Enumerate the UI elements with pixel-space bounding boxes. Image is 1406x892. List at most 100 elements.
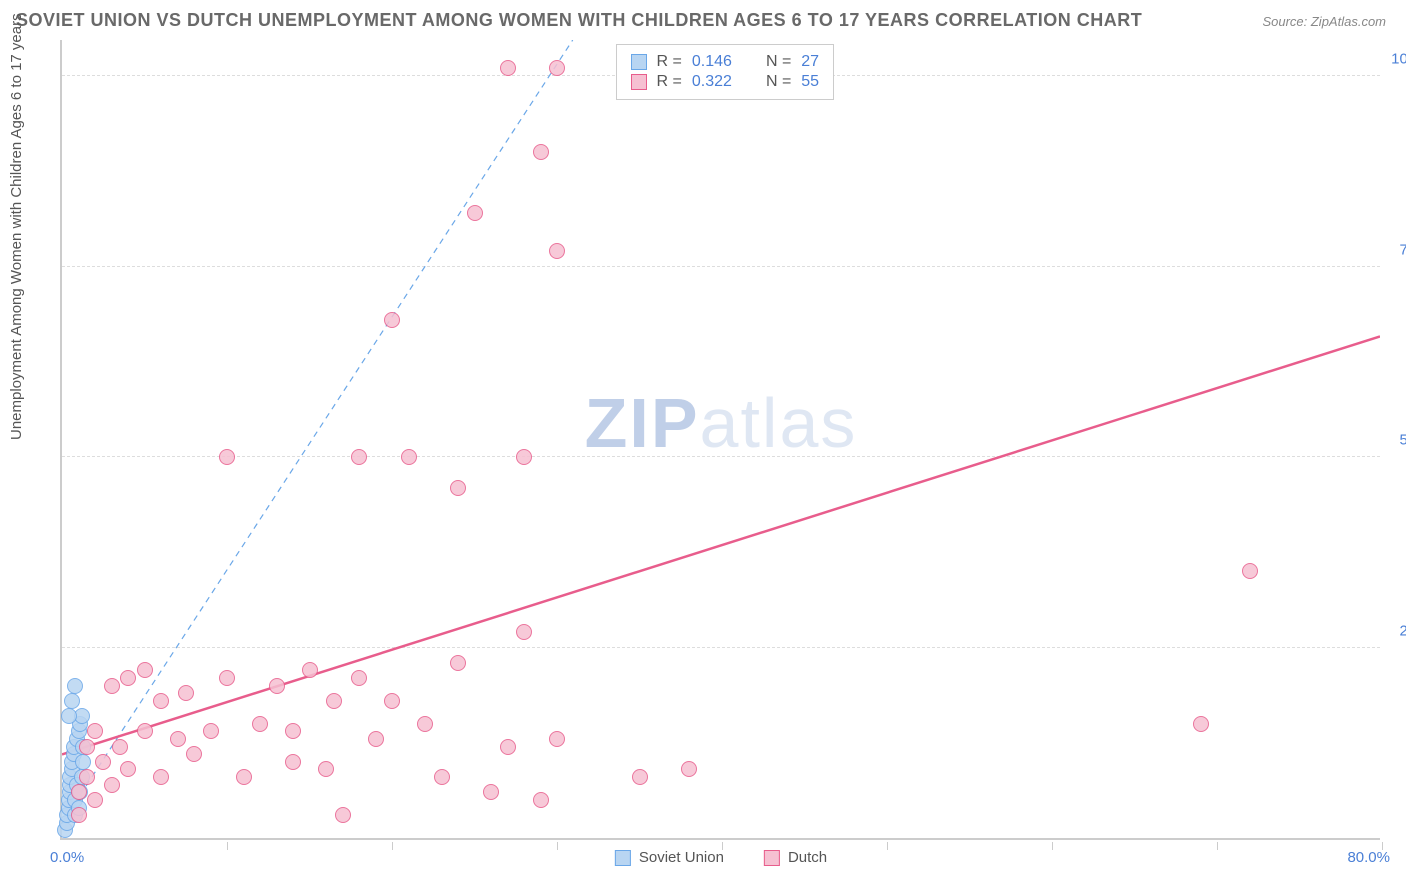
scatter-point bbox=[467, 205, 483, 221]
watermark: ZIPatlas bbox=[585, 383, 858, 463]
scatter-point bbox=[384, 312, 400, 328]
legend-swatch bbox=[615, 850, 631, 866]
stat-r-value: 0.322 bbox=[692, 73, 732, 91]
scatter-point bbox=[335, 807, 351, 823]
scatter-point bbox=[533, 144, 549, 160]
scatter-point bbox=[318, 761, 334, 777]
scatter-point bbox=[401, 449, 417, 465]
legend-swatch bbox=[631, 74, 647, 90]
scatter-point bbox=[483, 784, 499, 800]
scatter-point bbox=[203, 723, 219, 739]
stats-legend-box: R = 0.146 N = 27 R = 0.322 N = 55 bbox=[616, 44, 835, 100]
y-tick-label: 25.0% bbox=[1399, 622, 1406, 639]
scatter-point bbox=[549, 731, 565, 747]
scatter-point bbox=[549, 60, 565, 76]
y-tick-label: 75.0% bbox=[1399, 241, 1406, 258]
stat-n-label: N = bbox=[766, 53, 791, 71]
scatter-point bbox=[219, 449, 235, 465]
scatter-point bbox=[61, 708, 77, 724]
scatter-point bbox=[104, 678, 120, 694]
scatter-point bbox=[351, 449, 367, 465]
gridline-h bbox=[62, 456, 1380, 457]
x-tick bbox=[887, 842, 888, 850]
scatter-point bbox=[285, 754, 301, 770]
legend-label: Soviet Union bbox=[639, 849, 724, 866]
scatter-point bbox=[269, 678, 285, 694]
scatter-point bbox=[326, 693, 342, 709]
scatter-point bbox=[186, 746, 202, 762]
scatter-point bbox=[236, 769, 252, 785]
legend-item: Dutch bbox=[764, 849, 827, 866]
scatter-point bbox=[252, 716, 268, 732]
scatter-point bbox=[516, 624, 532, 640]
scatter-point bbox=[450, 655, 466, 671]
scatter-point bbox=[285, 723, 301, 739]
stats-row: R = 0.146 N = 27 bbox=[631, 53, 820, 71]
y-axis-label: Unemployment Among Women with Children A… bbox=[8, 13, 25, 440]
scatter-point bbox=[87, 723, 103, 739]
scatter-point bbox=[137, 662, 153, 678]
scatter-point bbox=[417, 716, 433, 732]
watermark-light: atlas bbox=[700, 384, 858, 462]
y-tick-label: 100.0% bbox=[1391, 51, 1406, 68]
gridline-h bbox=[62, 647, 1380, 648]
legend-swatch bbox=[631, 54, 647, 70]
x-tick bbox=[227, 842, 228, 850]
scatter-point bbox=[434, 769, 450, 785]
scatter-point bbox=[104, 777, 120, 793]
scatter-point bbox=[153, 769, 169, 785]
scatter-point bbox=[351, 670, 367, 686]
x-tick bbox=[557, 842, 558, 850]
stat-n-label: N = bbox=[766, 73, 791, 91]
stat-r-label: R = bbox=[657, 53, 682, 71]
stat-r-value: 0.146 bbox=[692, 53, 732, 71]
scatter-point bbox=[178, 685, 194, 701]
watermark-bold: ZIP bbox=[585, 384, 700, 462]
scatter-point bbox=[137, 723, 153, 739]
stats-row: R = 0.322 N = 55 bbox=[631, 73, 820, 91]
plot-area: ZIPatlas 25.0%50.0%75.0%100.0% 0.0% 80.0… bbox=[60, 40, 1380, 840]
stat-n-value: 55 bbox=[801, 73, 819, 91]
x-tick-label-max: 80.0% bbox=[1347, 849, 1390, 866]
scatter-point bbox=[500, 60, 516, 76]
bottom-legend: Soviet Union Dutch bbox=[615, 849, 827, 866]
scatter-point bbox=[1193, 716, 1209, 732]
x-tick-label-min: 0.0% bbox=[50, 849, 84, 866]
scatter-point bbox=[79, 769, 95, 785]
scatter-point bbox=[632, 769, 648, 785]
scatter-point bbox=[1242, 563, 1258, 579]
scatter-point bbox=[71, 807, 87, 823]
trendline bbox=[62, 336, 1380, 754]
scatter-point bbox=[120, 670, 136, 686]
scatter-point bbox=[153, 693, 169, 709]
scatter-point bbox=[219, 670, 235, 686]
scatter-point bbox=[302, 662, 318, 678]
stat-r-label: R = bbox=[657, 73, 682, 91]
scatter-point bbox=[64, 693, 80, 709]
gridline-h bbox=[62, 266, 1380, 267]
legend-label: Dutch bbox=[788, 849, 827, 866]
scatter-point bbox=[71, 784, 87, 800]
scatter-point bbox=[533, 792, 549, 808]
scatter-point bbox=[112, 739, 128, 755]
legend-item: Soviet Union bbox=[615, 849, 724, 866]
x-tick bbox=[1052, 842, 1053, 850]
x-tick bbox=[1217, 842, 1218, 850]
y-tick-label: 50.0% bbox=[1399, 432, 1406, 449]
scatter-point bbox=[79, 739, 95, 755]
scatter-point bbox=[95, 754, 111, 770]
x-tick bbox=[392, 842, 393, 850]
scatter-point bbox=[67, 678, 83, 694]
trendline bbox=[62, 40, 573, 823]
legend-swatch bbox=[764, 850, 780, 866]
scatter-point bbox=[500, 739, 516, 755]
scatter-point bbox=[681, 761, 697, 777]
scatter-point bbox=[516, 449, 532, 465]
scatter-point bbox=[87, 792, 103, 808]
scatter-point bbox=[170, 731, 186, 747]
scatter-point bbox=[75, 754, 91, 770]
stat-n-value: 27 bbox=[801, 53, 819, 71]
scatter-point bbox=[549, 243, 565, 259]
scatter-point bbox=[120, 761, 136, 777]
scatter-point bbox=[384, 693, 400, 709]
